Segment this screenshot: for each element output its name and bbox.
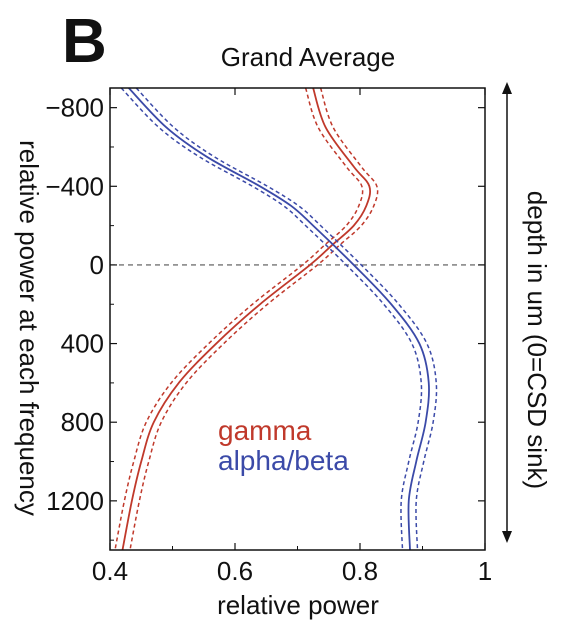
y-tick-label: −400 [45, 171, 104, 201]
y-tick-label: 1200 [46, 486, 104, 516]
y-axis-label: relative power at each frequency [14, 140, 44, 516]
x-tick-label: 1 [478, 556, 492, 586]
series-1-error-band-upper [135, 88, 438, 550]
series-0-mean-line [121, 88, 372, 550]
series-0-error-band-lower [114, 88, 364, 550]
y-tick-label: 400 [61, 329, 104, 359]
y-tick-label: 800 [61, 407, 104, 437]
panel-label: B [62, 7, 107, 76]
series-0 [114, 88, 379, 550]
series-0-error-band-upper [129, 88, 379, 550]
depth-axis-label: depth in um (0=CSD sink) [522, 191, 552, 489]
y-tick-label: 0 [90, 250, 104, 280]
depth-range-arrow [502, 82, 512, 543]
series-1 [120, 88, 438, 550]
plot-frame [109, 87, 486, 551]
legend-entry: gamma [218, 415, 312, 446]
x-tick-label: 0.8 [342, 556, 378, 586]
x-tick-label: 0.6 [217, 556, 253, 586]
y-tick-label: −800 [45, 93, 104, 123]
legend-entry: alpha/beta [218, 445, 349, 476]
x-tick-label: 0.4 [92, 556, 128, 586]
series-1-mean-line [128, 88, 430, 550]
x-axis-label: relative power [217, 590, 379, 620]
series-1-error-band-lower [120, 88, 423, 550]
chart-title: Grand Average [221, 42, 395, 72]
